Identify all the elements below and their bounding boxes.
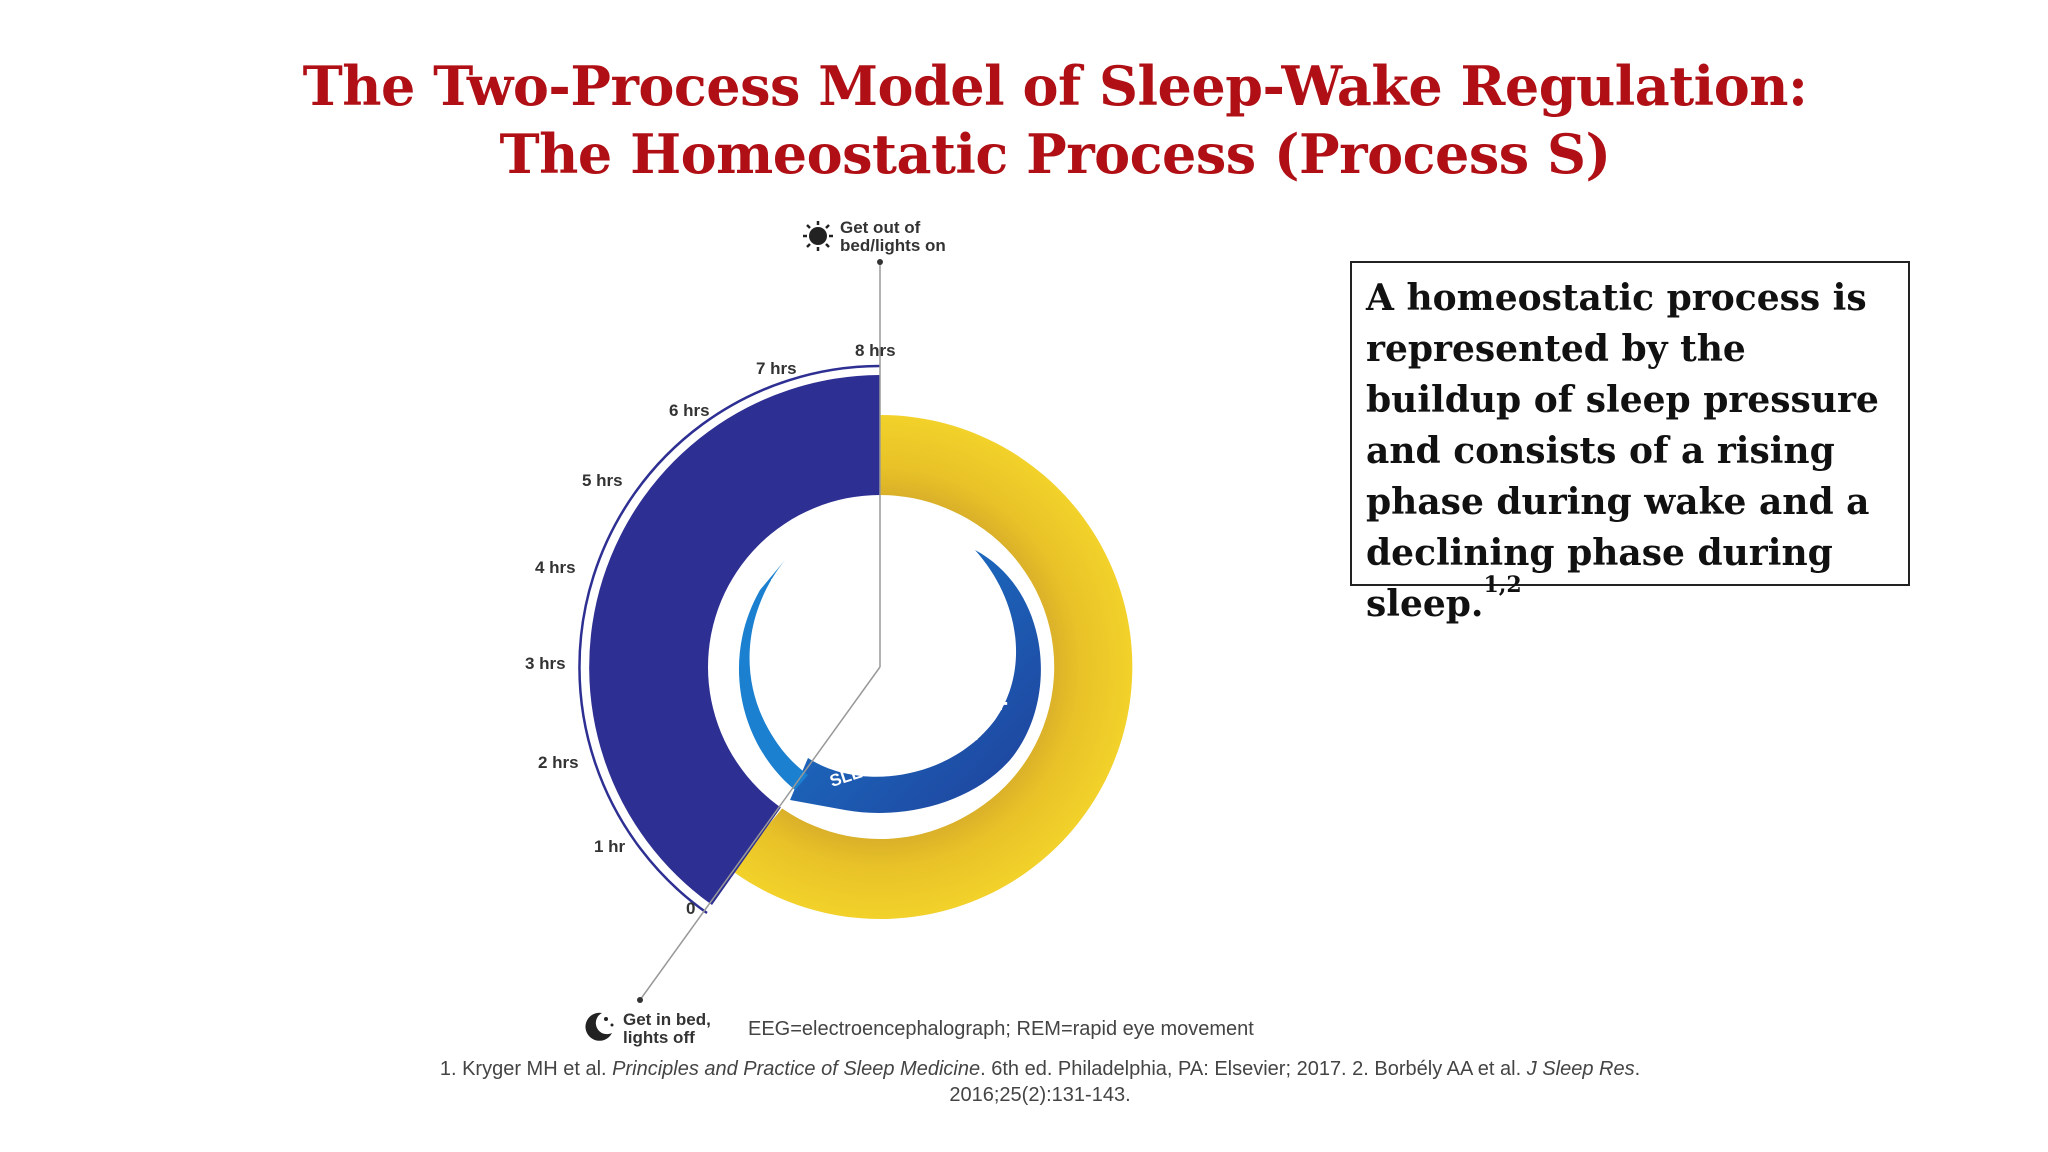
plus-sign: + [993, 688, 1008, 718]
info-superscript: 1,2 [1483, 572, 1522, 598]
sleep-pressure-inner [738, 560, 808, 790]
ref-part-1: 1. Kryger MH et al. [439, 1058, 613, 1080]
hour-label-7: 7 hrs [756, 359, 797, 378]
slide-title: The Two-Process Model of Sleep-Wake Regu… [0, 52, 2048, 188]
references-line-1: 1. Kryger MH et al. Principles and Pract… [360, 1056, 1720, 1082]
ref-book-title: Principles and Practice of Sleep Medicin… [612, 1058, 981, 1080]
hour-label-1: 1 hr [594, 837, 626, 856]
bottom-label-line-2: lights off [623, 1028, 695, 1047]
ref-part-2: . 6th ed. Philadelphia, PA: Elsevier; 20… [980, 1058, 1527, 1080]
sleep-pressure-band [790, 550, 1041, 813]
moon-stars-icon [585, 1012, 614, 1041]
top-label-line-1: Get out of [840, 218, 921, 237]
info-text: A homeostatic process is represented by … [1366, 277, 1879, 625]
top-marker [877, 259, 883, 265]
minus-sign: - [770, 563, 779, 594]
hour-label-4: 4 hrs [535, 558, 576, 577]
hour-label-8: 8 hrs [855, 341, 896, 360]
sun-icon [803, 221, 833, 251]
hour-label-5: 5 hrs [582, 471, 623, 490]
bottom-marker [637, 997, 643, 1003]
hour-arc [578, 364, 881, 915]
references-line-2: 2016;25(2):131-143. [949, 1084, 1131, 1106]
hour-label-3: 3 hrs [525, 654, 566, 673]
bottom-label-line-1: Get in bed, [623, 1010, 711, 1029]
title-line-2: The Homeostatic Process (Process S) [499, 122, 1611, 186]
info-box: A homeostatic process is represented by … [1350, 261, 1910, 625]
ref-part-3: . [1634, 1058, 1641, 1080]
hour-label-2: 2 hrs [538, 753, 579, 772]
hour-label-6: 6 hrs [669, 401, 710, 420]
wake-ring [731, 414, 1133, 919]
title-line-1: The Two-Process Model of Sleep-Wake Regu… [302, 54, 1808, 118]
references: 1. Kryger MH et al. Principles and Pract… [360, 1056, 1720, 1108]
diagonal-line [639, 666, 881, 1001]
hour-label-0: 0 [686, 899, 695, 918]
top-label-line-2: bed/lights on [840, 236, 946, 255]
abbreviations: EEG=electroencephalograph; REM=rapid eye… [748, 1018, 1254, 1040]
ref-journal: J Sleep Res [1526, 1058, 1635, 1080]
